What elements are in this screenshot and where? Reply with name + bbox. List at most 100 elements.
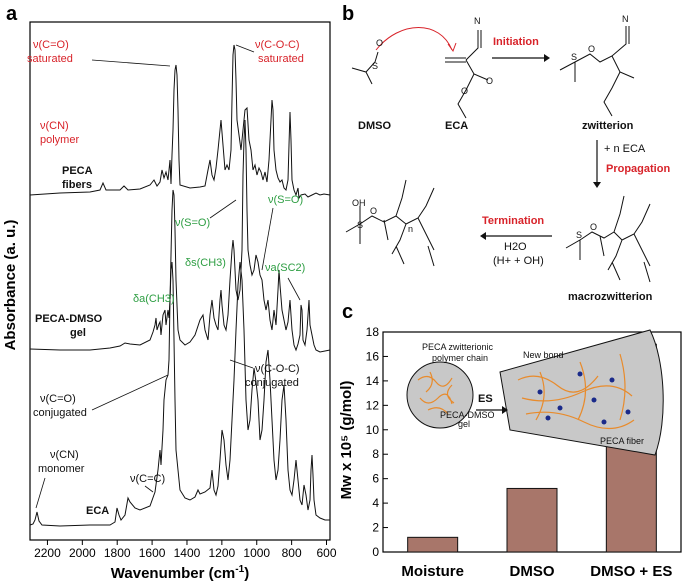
a-x-tick-label: 1400 — [174, 546, 201, 560]
label-eca-b: ECA — [445, 120, 468, 132]
fiber-chains — [517, 353, 635, 430]
macro-s-atom: S — [576, 230, 582, 240]
arrow-es-head — [502, 406, 508, 414]
bond-dots — [537, 371, 631, 425]
ann-co-saturated-2: saturated — [27, 53, 73, 65]
label-h-oh: (H+ + OH) — [493, 255, 544, 267]
label-gel-1: PECA-DMSO — [440, 410, 495, 420]
leader-coc-conjugated — [229, 359, 254, 369]
dmso-o-atom: O — [376, 38, 383, 48]
ann-so-1: ν(S=O) — [175, 217, 210, 229]
ann-cn-monomer-2: monomer — [38, 463, 85, 475]
zwitterion-molecule — [559, 26, 635, 117]
dmso-s-atom: S — [372, 61, 378, 71]
ann-cn-polymer-1: ν(CN) — [40, 120, 69, 132]
eca-n-atom: N — [474, 16, 481, 26]
ann-da-ch3: δa(CH3) — [133, 293, 175, 305]
label-macrozwitterion: macrozwitterion — [568, 291, 653, 303]
panel-label-b: b — [342, 3, 354, 25]
ann-co-saturated-1: ν(C=O) — [33, 39, 69, 51]
label-fiber: PECA fiber — [600, 436, 644, 446]
label-new-bond: New bond — [523, 350, 564, 360]
ann-coc-conjugated-2: conjugated — [245, 377, 299, 389]
panel-a-frame — [29, 21, 331, 541]
a-x-tick-label: 1800 — [104, 546, 131, 560]
macrozwitterion-molecule — [565, 195, 651, 283]
leader-co-saturated — [91, 59, 171, 67]
a-x-tick-label: 1000 — [243, 546, 270, 560]
ann-ds-ch3: δs(CH3) — [185, 257, 226, 269]
zwitterion-n-atom: N — [622, 14, 629, 24]
arrow-initiation-head — [544, 54, 550, 62]
label-peca-dmso-1: PECA-DMSO — [35, 313, 103, 325]
c-category-label: DMSO — [510, 563, 555, 580]
eca-o-ester: O — [461, 86, 468, 96]
c-category-label: DMSO + ES — [590, 563, 672, 580]
c-y-tick-label: 12 — [366, 398, 380, 412]
a-x-tick-label: 1200 — [209, 546, 236, 560]
label-initiation: Initiation — [493, 36, 539, 48]
leader-coc-saturated — [235, 44, 255, 53]
ann-va-sc2: νa(SC2) — [265, 262, 305, 274]
c-y-tick-label: 6 — [372, 472, 379, 486]
a-x-tick-label: 600 — [316, 546, 336, 560]
leader-co-conjugated — [91, 374, 169, 411]
label-chain-2: polymer chain — [432, 353, 488, 363]
ann-coc-saturated-1: ν(C-O-C) — [255, 39, 300, 51]
eca-o-carbonyl: O — [486, 76, 493, 86]
ann-cn-monomer-1: ν(CN) — [50, 449, 79, 461]
panel-c-y-axis-label: Mw x 10⁵ (g/mol) — [338, 381, 355, 500]
ann-so-2: ν(S=O) — [268, 194, 303, 206]
spectrum-peca-dmso-gel — [29, 119, 331, 353]
arrow-propagation-head — [593, 182, 601, 188]
panel-label-a: a — [6, 3, 18, 25]
gel-circle — [406, 361, 474, 429]
panel-a-y-axis-label: Absorbance (a. u.) — [2, 220, 19, 351]
bar-moisture — [407, 536, 459, 553]
eca-molecule — [445, 30, 489, 119]
a-x-tick-label: 2000 — [69, 546, 96, 560]
label-termination: Termination — [482, 215, 544, 227]
zwitterion-o-atom: O — [588, 44, 595, 54]
c-y-tick-label: 0 — [372, 545, 379, 559]
panel-label-c: c — [342, 301, 353, 323]
label-dmso: DMSO — [358, 120, 391, 132]
ann-cn-polymer-2: polymer — [40, 134, 79, 146]
leader-cn-monomer — [35, 477, 46, 509]
label-chain-1: PECA zwitterionic — [422, 342, 494, 352]
a-x-tick-label: 2200 — [34, 546, 61, 560]
terminated-n-sub: n — [408, 224, 413, 234]
bar-dmso — [506, 487, 558, 553]
label-plus-eca: + n ECA — [604, 143, 646, 155]
c-y-tick-label: 4 — [372, 496, 379, 510]
arrow-termination-head — [480, 232, 486, 240]
label-peca-fibers-2: fibers — [62, 179, 92, 191]
label-peca-dmso-2: gel — [70, 327, 86, 339]
c-y-tick-label: 8 — [372, 447, 379, 461]
c-y-tick-label: 14 — [366, 374, 380, 388]
terminated-polymer-molecule — [345, 179, 435, 267]
schematic-inset: PECA zwitterionic polymer chain New bond… — [406, 329, 664, 456]
ann-coc-saturated-2: saturated — [258, 53, 304, 65]
ann-co-conjugated-1: ν(C=O) — [40, 393, 76, 405]
label-gel-2: gel — [458, 419, 470, 429]
spectrum-eca — [29, 261, 330, 527]
dmso-molecule — [351, 27, 457, 85]
panel-c-y-ticks: 0 2 4 6 8 10 12 14 16 18 — [366, 325, 388, 559]
label-es: ES — [478, 393, 493, 405]
leader-cc — [144, 485, 154, 493]
c-y-tick-label: 18 — [366, 325, 380, 339]
leader-so-1 — [209, 199, 237, 219]
c-y-tick-label: 10 — [366, 423, 380, 437]
ann-coc-conjugated-1: ν(C-O-C) — [255, 363, 300, 375]
ann-co-conjugated-2: conjugated — [33, 407, 87, 419]
c-category-label: Moisture — [401, 563, 464, 580]
ann-cc: ν(C=C) — [130, 473, 165, 485]
macro-o-atom: O — [590, 222, 597, 232]
a-x-tick-label: 1600 — [139, 546, 166, 560]
a-x-tick-label: 800 — [282, 546, 302, 560]
label-eca: ECA — [86, 505, 109, 517]
label-peca-fibers-1: PECA — [62, 165, 93, 177]
panel-a-x-axis-label: Wavenumber (cm-1) — [111, 564, 249, 582]
